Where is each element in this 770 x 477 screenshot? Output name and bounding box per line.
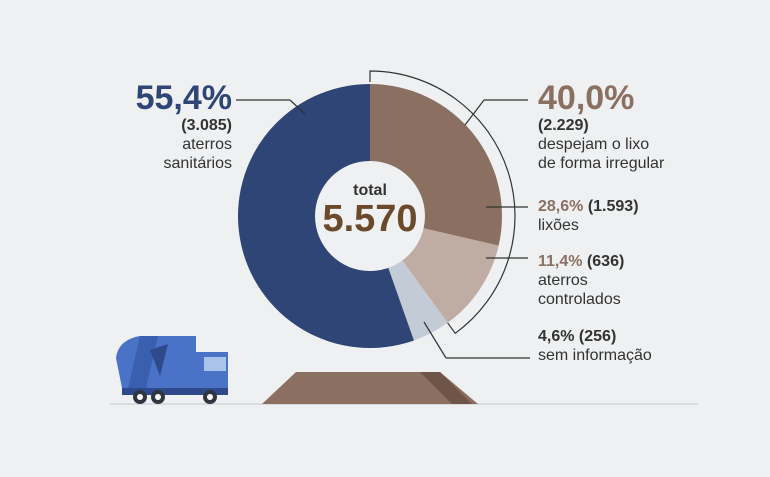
leader-group: [464, 99, 485, 126]
sanitarios-label-line2: sanitários: [163, 155, 232, 172]
garbage-truck-icon: [116, 336, 228, 404]
group-label-line2: de forma irregular: [538, 155, 665, 172]
leader-sem-info: [423, 321, 447, 359]
lixoes-percent: 28,6%: [538, 198, 584, 215]
donut-hole: [315, 161, 425, 271]
leader-sanitarios-diag: [289, 99, 306, 115]
sanitarios-label-line1: aterros: [182, 136, 232, 153]
total-label: total: [353, 182, 387, 199]
controlados-percent: 11,4%: [538, 253, 583, 270]
lixoes-label-block: 28,6% (1.593) lixões: [538, 197, 738, 235]
group-label-line1: despejam o lixo: [538, 136, 650, 153]
total-value: 5.570: [322, 198, 418, 240]
lixoes-label: lixões: [538, 217, 579, 234]
sem-info-label: sem informação: [538, 347, 652, 364]
group-label-block: 40,0% (2.229) despejam o lixo de forma i…: [538, 80, 738, 173]
sanitarios-count: (3.085): [181, 117, 232, 134]
sem-info-label-block: 4,6% (256) sem informação: [538, 327, 738, 365]
sanitarios-label-block: 55,4% (3.085) aterros sanitários: [100, 80, 232, 173]
landfill-mound: [262, 372, 478, 404]
sem-info-count: (256): [578, 328, 617, 345]
group-percent: 40,0%: [538, 79, 635, 117]
landfill-mound-shade: [420, 372, 472, 404]
sem-info-percent: 4,6%: [538, 328, 575, 345]
sanitarios-percent: 55,4%: [135, 79, 232, 117]
controlados-label-line1: aterros: [538, 272, 588, 289]
irregular-group-bracket: [369, 70, 516, 335]
controlados-count: (636): [586, 253, 625, 270]
group-count: (2.229): [538, 117, 589, 134]
lixoes-count: (1.593): [587, 198, 639, 215]
controlados-label-line2: controlados: [538, 291, 621, 308]
controlados-label-block: 11,4% (636) aterros controlados: [538, 252, 738, 309]
